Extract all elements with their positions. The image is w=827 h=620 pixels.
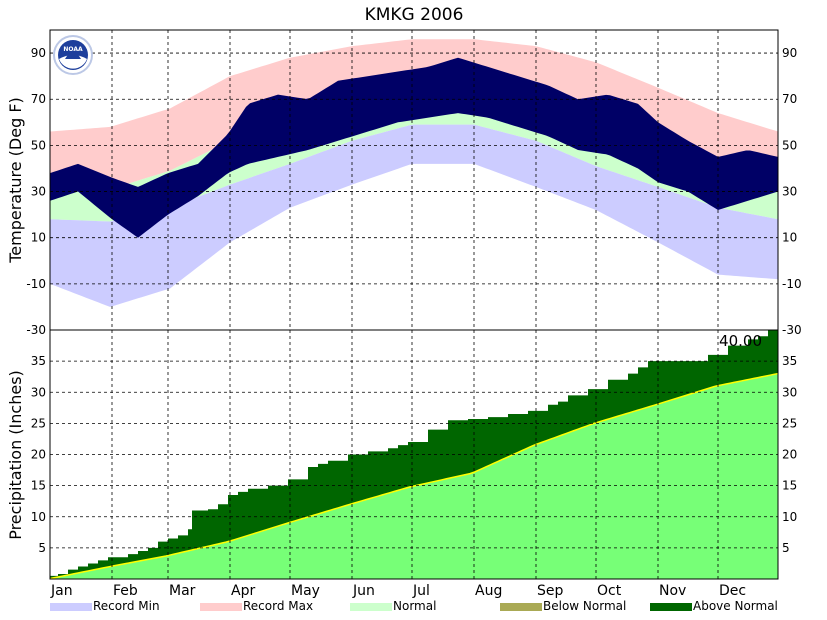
temperature-tick-label-left: 50: [31, 138, 46, 152]
precipitation-panel: 5 5 10 10 15 15 20 20 25 25 30 30 35 35 40.00 Precipi…: [6, 329, 798, 580]
temperature-tick-label-right: 70: [782, 92, 797, 106]
month-label: Dec: [719, 583, 746, 599]
precipitation-tick-label-left: 25: [31, 416, 46, 430]
precipitation-tick-label-left: 30: [31, 385, 46, 399]
temperature-grid: [50, 30, 778, 330]
legend-label: Normal: [393, 599, 436, 613]
precipitation-tick-label-right: 20: [782, 448, 797, 462]
temperature-panel: -30 -30 -10 -10 10 10 30 30 50 50 70 70 90 90 NOAA Te…: [6, 29, 802, 337]
month-label: Oct: [597, 583, 622, 599]
month-labels: Jan Feb Mar Apr May Jun Jul Aug Sep Oct Nov Dec: [50, 583, 746, 599]
precipitation-axis-title: Precipitation (Inches): [6, 370, 25, 540]
precipitation-tick-label-right: 15: [782, 479, 797, 493]
temperature-tick-label-left: 90: [31, 46, 46, 60]
legend-swatch: [500, 603, 542, 611]
precipitation-tick-label-left: 10: [31, 510, 46, 524]
temperature-tick-label-right: 30: [782, 185, 797, 199]
month-label: Jun: [352, 583, 375, 599]
temperature-tick-label-right: 90: [782, 46, 797, 60]
legend-label: Above Normal: [693, 599, 778, 613]
temperature-tick-label-left: 10: [31, 231, 46, 245]
temperature-tick-label-left: 30: [31, 185, 46, 199]
temperature-axis-title: Temperature (Deg F): [6, 97, 25, 264]
precipitation-tick-label-right: 25: [782, 416, 797, 430]
svg-text:NOAA: NOAA: [63, 46, 83, 53]
legend-swatch: [50, 603, 92, 611]
record-max-band: [50, 39, 778, 192]
legend: Record Min Record Max Normal Below Normal Ab…: [50, 599, 778, 613]
month-label: Aug: [475, 583, 502, 599]
month-label: Jan: [50, 583, 73, 599]
month-label: Sep: [537, 583, 564, 599]
temperature-tick-label-left: -10: [26, 277, 46, 291]
temperature-tick-label-right: -10: [782, 277, 802, 291]
noaa-logo-icon: NOAA: [53, 35, 93, 75]
normal-precipitation-area: [50, 373, 778, 579]
month-label: Feb: [113, 583, 138, 599]
legend-swatch: [200, 603, 242, 611]
precipitation-grid: [50, 330, 778, 579]
precipitation-tick-label-left: 15: [31, 479, 46, 493]
precipitation-ticks: 5 5 10 10 15 15 20 20 25 25 30 30 35 35: [31, 354, 798, 555]
legend-label: Record Min: [93, 599, 160, 613]
month-label: May: [291, 583, 320, 599]
precipitation-tick-label-right: 30: [782, 385, 797, 399]
temperature-ticks: -30 -30 -10 -10 10 10 30 30 50 50 70 70 90 90: [26, 46, 801, 337]
month-label: Jul: [412, 583, 430, 599]
temperature-tick-label-right: -30: [782, 323, 802, 337]
temperature-tick-label-right: 10: [782, 231, 797, 245]
precipitation-tick-label-left: 35: [31, 354, 46, 368]
chart-title: KMKG 2006: [365, 5, 464, 25]
legend-label: Below Normal: [543, 599, 626, 613]
precipitation-tick-label-right: 35: [782, 354, 797, 368]
month-label: Mar: [169, 583, 196, 599]
precipitation-tick-label-right: 10: [782, 510, 797, 524]
precipitation-tick-label-right: 5: [782, 541, 790, 555]
precipitation-total-label: 40.00: [719, 332, 762, 350]
precipitation-tick-label-left: 5: [38, 541, 46, 555]
temperature-tick-label-right: 50: [782, 138, 797, 152]
legend-swatch: [650, 603, 692, 611]
legend-swatch: [350, 603, 392, 611]
month-label: Nov: [659, 583, 686, 599]
month-label: Apr: [231, 583, 255, 599]
precipitation-plot-border: [49, 329, 779, 580]
temperature-tick-label-left: -30: [26, 323, 46, 337]
legend-label: Record Max: [243, 599, 313, 613]
normal-precipitation-line: [49, 372, 779, 580]
temperature-tick-label-left: 70: [31, 92, 46, 106]
precipitation-tick-label-left: 20: [31, 448, 46, 462]
